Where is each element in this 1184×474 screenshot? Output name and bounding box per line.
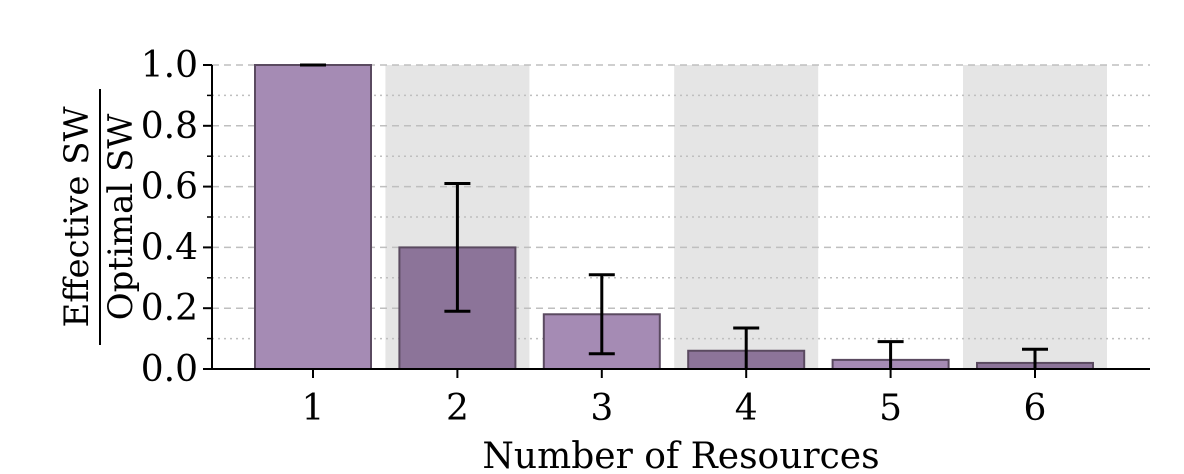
y-axis-label-denominator: Optimal SW	[101, 114, 141, 321]
y-tick-label: 1.0	[141, 45, 198, 86]
error-bars	[300, 63, 1048, 369]
y-tick-label: 0.8	[141, 106, 198, 147]
y-tick-label: 0.4	[141, 227, 198, 268]
x-ticks: 1 2 3 4 5 6	[302, 369, 1047, 429]
error-bar-5	[877, 340, 904, 369]
y-axis-label: Effective SW Optimal SW	[57, 89, 141, 345]
y-tick-label: 0.2	[141, 288, 198, 329]
y-tick-label: 0.0	[141, 349, 198, 390]
y-ticks: 0.0 0.2 0.4 0.6 0.8 1.0	[141, 45, 212, 390]
x-tick-label: 5	[879, 388, 902, 429]
error-bar-6	[1022, 347, 1048, 369]
x-tick-label: 6	[1024, 388, 1047, 429]
x-axis-label: Number of Resources	[482, 436, 879, 474]
x-tick-label: 4	[735, 388, 758, 429]
y-axis-label-numerator: Effective SW	[57, 106, 97, 327]
bar-1	[254, 64, 372, 370]
error-bar-2	[444, 182, 471, 313]
x-tick-label: 1	[302, 388, 325, 429]
x-tick-label: 2	[446, 388, 469, 429]
x-tick-label: 3	[590, 388, 613, 429]
y-tick-label: 0.6	[141, 167, 198, 208]
error-bar-4	[733, 326, 760, 369]
error-bar-3	[588, 273, 615, 356]
